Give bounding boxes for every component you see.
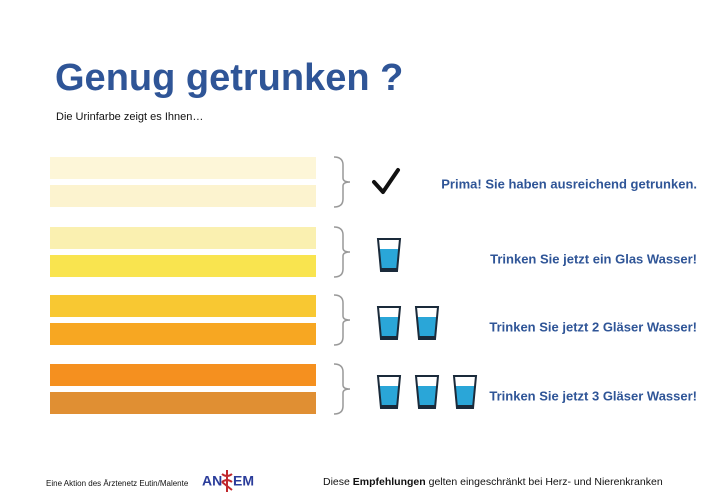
glass-base	[381, 268, 397, 271]
color-bar	[50, 295, 316, 317]
logo-left: AN	[202, 473, 222, 489]
check-mark	[372, 168, 400, 194]
brace	[333, 294, 351, 346]
glass-water	[379, 386, 399, 406]
glass-base	[381, 405, 397, 408]
glass-water	[379, 317, 399, 337]
color-bar	[50, 364, 316, 386]
glass-icon	[414, 375, 440, 409]
level-group: Prima! Sie haben ausreichend getrunken.	[50, 156, 697, 208]
message: Trinken Sie jetzt 2 Gläser Wasser!	[489, 319, 697, 334]
subtitle: Die Urinfarbe zeigt es Ihnen…	[56, 111, 203, 123]
brace	[333, 156, 351, 208]
glass-water	[417, 386, 437, 406]
logo-symbol	[221, 470, 233, 492]
glass-base	[419, 336, 435, 339]
level-group: Trinken Sie jetzt 2 Gläser Wasser!	[50, 294, 697, 346]
footer-left: Eine Aktion des Ärztenetz Eutin/Malente	[46, 479, 189, 488]
color-bar	[50, 157, 316, 179]
color-bar	[50, 185, 316, 207]
glass-base	[457, 405, 473, 408]
note-part: gelten eingeschränkt bei Herz- und Niere…	[426, 476, 663, 488]
logo-right: EM	[233, 473, 254, 489]
color-bar	[50, 255, 316, 277]
color-bar	[50, 227, 316, 249]
brace	[333, 363, 351, 415]
note-part: Diese	[323, 476, 353, 488]
glass-base	[419, 405, 435, 408]
level-group: Trinken Sie jetzt ein Glas Wasser!	[50, 226, 697, 278]
logo: AN EM	[202, 470, 254, 492]
glass-base	[381, 336, 397, 339]
glass-icon	[376, 306, 402, 340]
brace	[333, 226, 351, 278]
color-bar	[50, 392, 316, 414]
title: Genug getrunken ?	[55, 57, 403, 99]
message: Trinken Sie jetzt ein Glas Wasser!	[490, 251, 697, 266]
footer-note: Diese Empfehlungen gelten eingeschränkt …	[323, 476, 663, 488]
color-bar	[50, 323, 316, 345]
glass-icon	[376, 238, 402, 272]
note-bold: Empfehlungen	[353, 476, 426, 488]
message: Trinken Sie jetzt 3 Gläser Wasser!	[489, 388, 697, 403]
message: Prima! Sie haben ausreichend getrunken.	[441, 176, 697, 191]
glass-icon	[452, 375, 478, 409]
glass-icon	[376, 375, 402, 409]
level-group: Trinken Sie jetzt 3 Gläser Wasser!	[50, 363, 697, 415]
glass-water	[379, 249, 399, 269]
glass-water	[455, 386, 475, 406]
glass-icon	[414, 306, 440, 340]
glass-water	[417, 317, 437, 337]
